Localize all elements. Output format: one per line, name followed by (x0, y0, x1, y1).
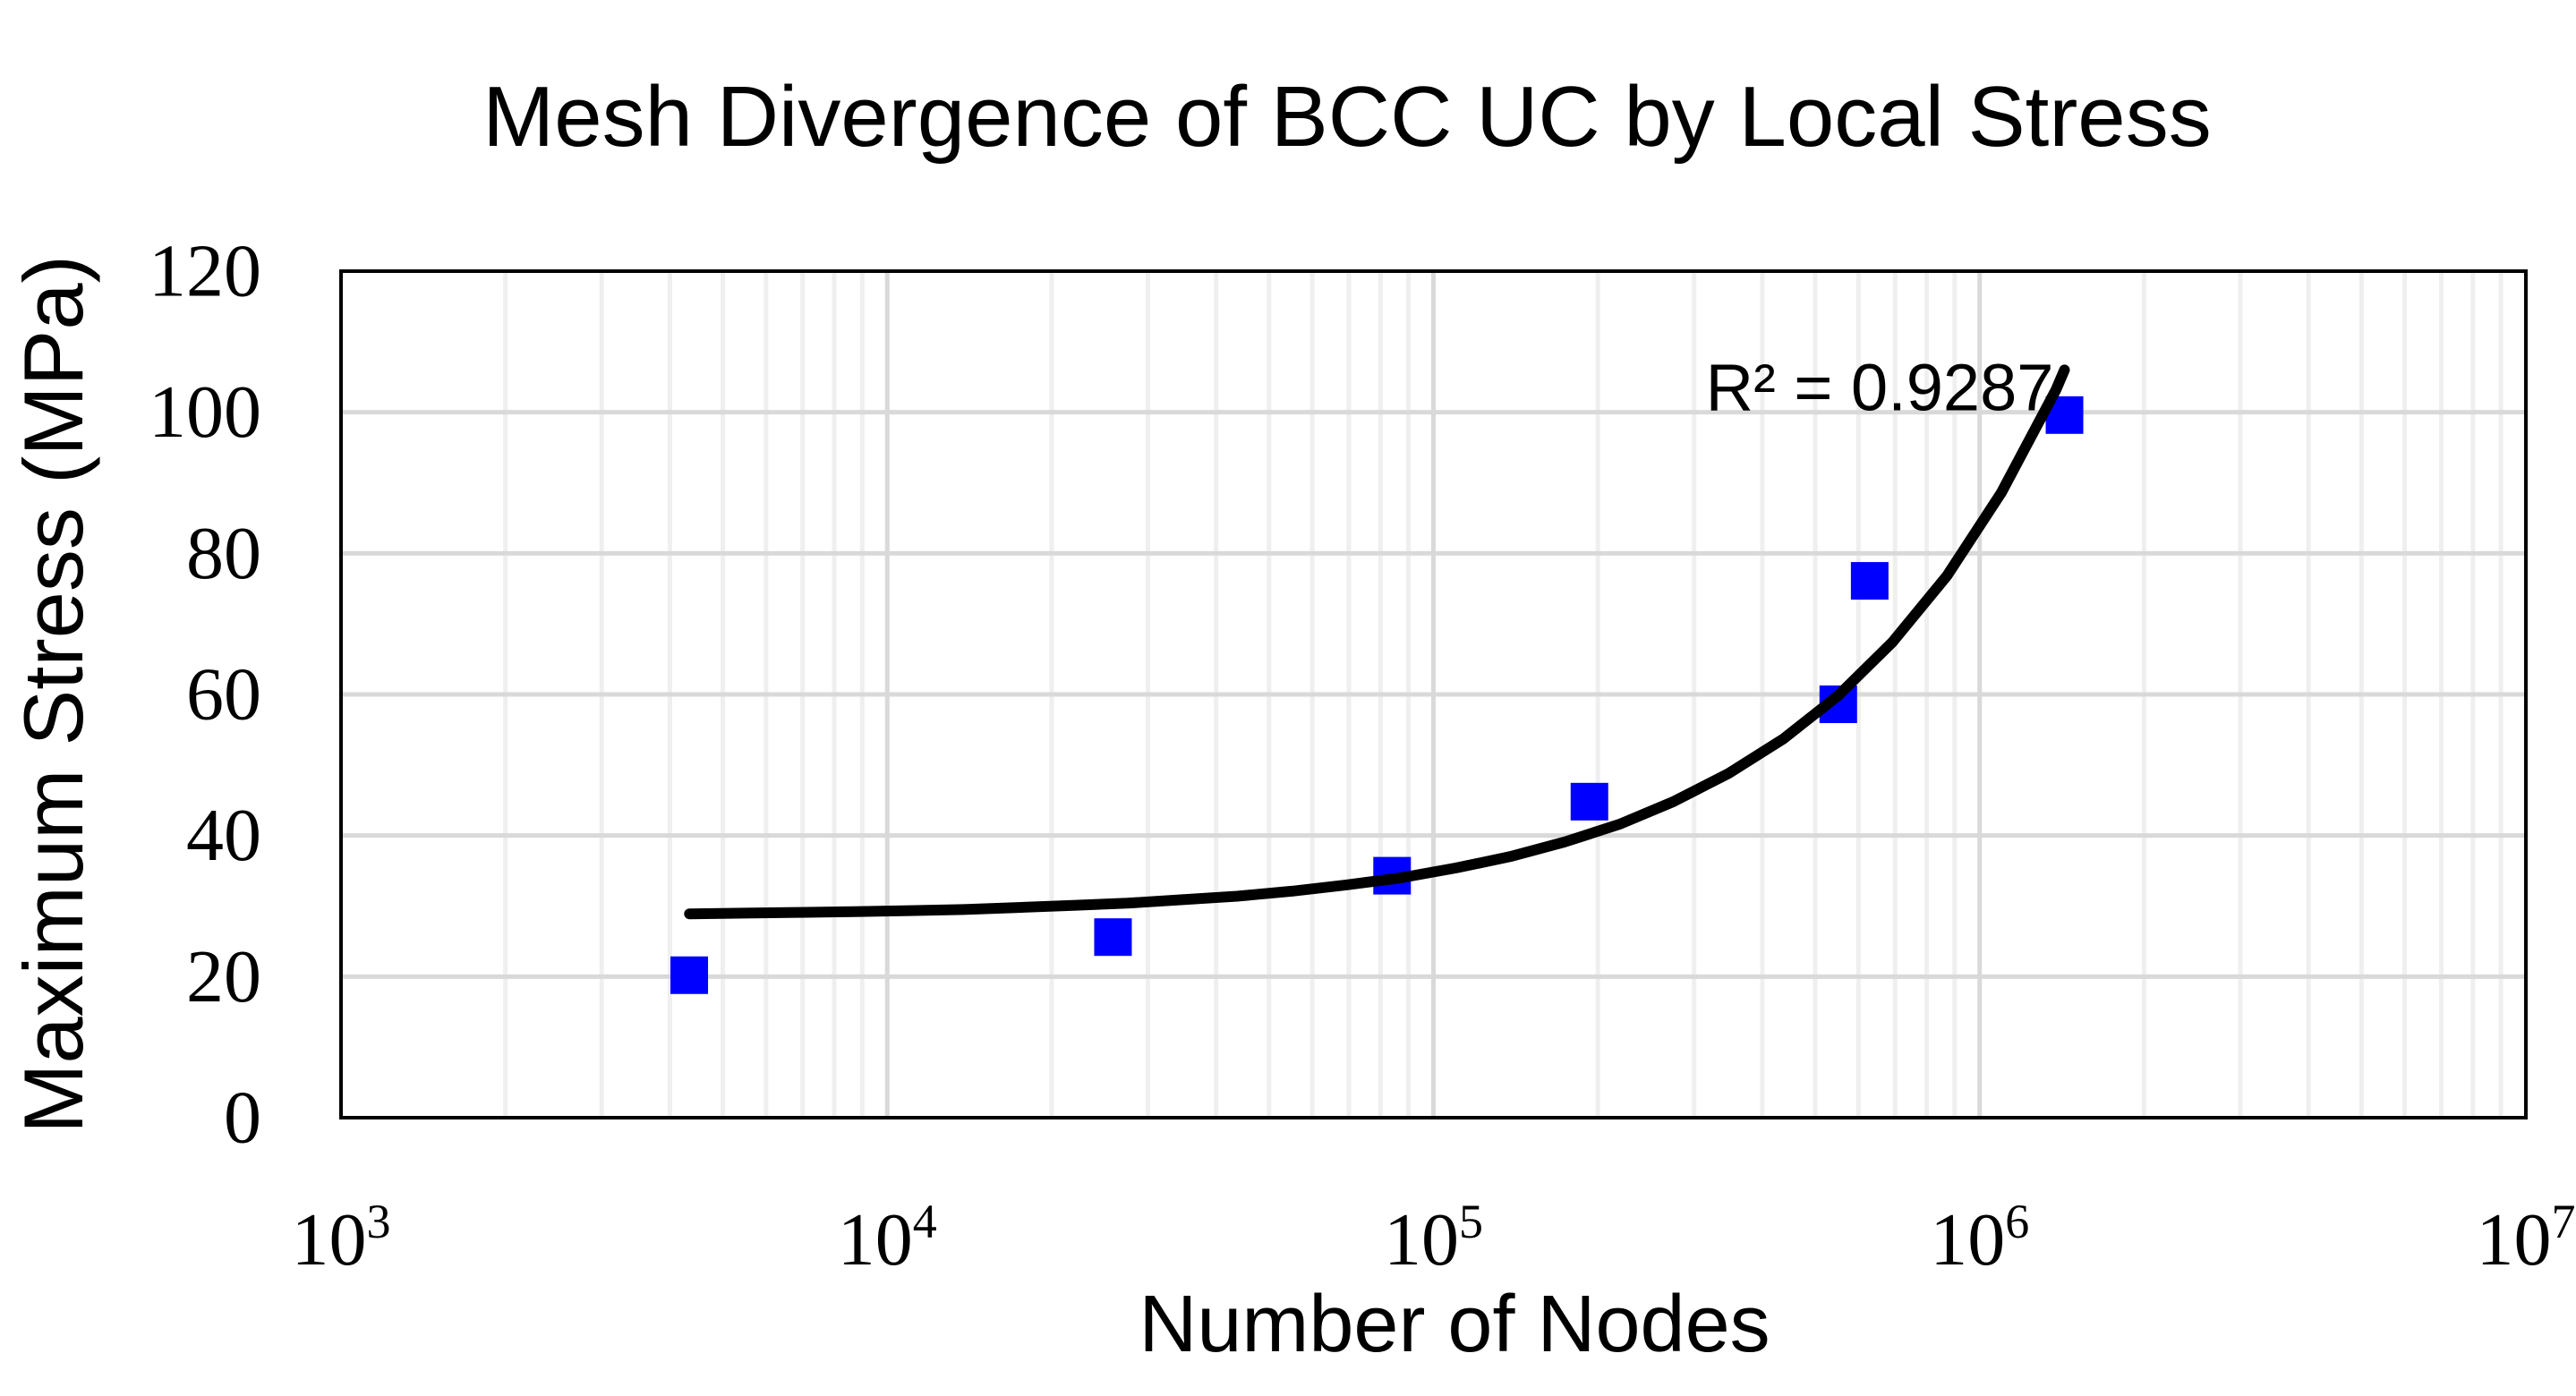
grid-major-lines (341, 271, 2526, 1118)
x-tick-label: 105 (1384, 1195, 1483, 1281)
plot-area-border (339, 269, 2528, 1119)
r-squared-annotation: R² = 0.9287 (1706, 350, 2054, 424)
y-tick-label: 120 (149, 230, 261, 313)
x-axis-title: Number of Nodes (1139, 1280, 1770, 1369)
y-axis-title: Maximum Stress (MPa) (6, 255, 100, 1134)
y-tick-label: 0 (224, 1077, 261, 1160)
data-point-marker (670, 956, 709, 994)
data-point-marker (1094, 918, 1132, 957)
trendline (684, 364, 2070, 920)
x-axis-tick-labels: 103 104 105 106 107 (292, 1195, 2576, 1281)
y-tick-label: 60 (186, 653, 261, 736)
y-tick-label: 100 (149, 370, 261, 454)
x-tick-label: 104 (838, 1195, 937, 1281)
trendline-curve (684, 364, 2070, 920)
x-tick-label: 107 (2477, 1195, 2576, 1281)
y-tick-label: 20 (186, 935, 261, 1018)
data-point-marker (1570, 782, 1608, 821)
y-tick-label: 40 (186, 794, 261, 877)
x-tick-label: 106 (1930, 1195, 2029, 1281)
data-point-markers (670, 396, 2084, 994)
y-axis-tick-labels: 0 20 40 60 80 100 120 (149, 230, 261, 1160)
chart-title: Mesh Divergence of BCC UC by Local Stres… (482, 69, 2211, 165)
y-tick-label: 80 (186, 512, 261, 595)
x-tick-label: 103 (292, 1195, 391, 1281)
data-point-marker (1850, 562, 1889, 600)
